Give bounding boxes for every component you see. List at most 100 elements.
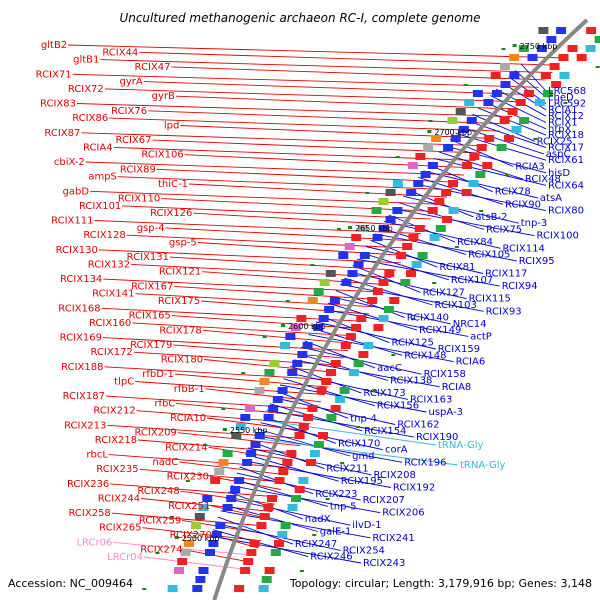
right-gene-label: RCIX208 xyxy=(374,470,416,481)
right-gene-label: RCIX149 xyxy=(419,325,461,336)
gene-block xyxy=(496,144,507,151)
left-gene-label: RCIX213 xyxy=(64,420,106,431)
feature-tick xyxy=(202,444,207,446)
blue-gene-arrow xyxy=(347,270,358,277)
gene-block xyxy=(222,450,233,457)
right-gene-label: RCIX173 xyxy=(363,388,405,399)
right-gene-label: RCIX81 xyxy=(439,262,475,273)
red-gene-arrow xyxy=(523,90,534,97)
blue-gene-arrow xyxy=(302,342,313,349)
right-gene-label: ilvD-1 xyxy=(352,520,381,531)
right-gene-label: hisD xyxy=(548,168,570,179)
leader-line-right xyxy=(257,428,351,457)
feature-tick xyxy=(479,210,484,212)
gene-block xyxy=(240,414,251,421)
right-gene-label: RCIX18 xyxy=(548,130,584,141)
gene-block xyxy=(338,252,349,259)
gene-block xyxy=(447,117,458,124)
left-gene-label: RCIX134 xyxy=(60,274,102,285)
gene-block xyxy=(475,171,486,178)
left-gene-label: RCIX248 xyxy=(137,486,179,497)
feature-tick xyxy=(285,300,290,302)
red-gene-arrow xyxy=(499,117,510,124)
left-gene-label: RCIX175 xyxy=(158,296,200,307)
gene-block xyxy=(245,405,255,412)
leader-line-right xyxy=(466,120,547,149)
left-gene-label: RCIX178 xyxy=(159,325,201,336)
leader-line-left xyxy=(85,161,464,176)
red-gene-arrow xyxy=(263,504,274,511)
leader-line-right xyxy=(484,101,547,130)
leader-line-left xyxy=(107,424,304,439)
gene-block xyxy=(559,72,570,79)
feature-tick xyxy=(356,426,360,428)
kbp-tick xyxy=(222,428,227,431)
blue-gene-arrow xyxy=(215,522,226,529)
red-gene-arrow xyxy=(378,279,389,286)
gene-block xyxy=(319,279,330,286)
leader-line-left xyxy=(139,51,560,66)
feature-tick xyxy=(454,246,459,248)
gene-block xyxy=(519,117,530,124)
right-gene-label: RCIX223 xyxy=(315,489,357,500)
gene-block xyxy=(504,135,514,142)
left-gene-label: RCIX214 xyxy=(165,442,207,453)
right-gene-label: tnp-5 xyxy=(330,501,357,512)
red-gene-arrow xyxy=(249,540,260,547)
red-gene-arrow xyxy=(246,549,257,556)
blue-gene-arrow xyxy=(246,450,257,457)
left-gene-label: RCIX101 xyxy=(79,201,121,212)
leader-line-right xyxy=(361,252,450,281)
blue-gene-arrow xyxy=(287,369,298,376)
leader-line-right xyxy=(335,290,405,319)
red-gene-arrow xyxy=(476,144,487,151)
blue-gene-arrow xyxy=(250,441,261,448)
blue-gene-arrow xyxy=(392,207,403,214)
blue-gene-arrow xyxy=(372,234,383,241)
red-gene-arrow xyxy=(274,477,285,484)
leader-line-right xyxy=(413,183,547,212)
left-gene-label: RCIX180 xyxy=(161,355,203,366)
right-gene-label: RCIX243 xyxy=(363,558,405,569)
feature-tick xyxy=(142,588,147,590)
feature-tick xyxy=(310,264,315,266)
right-gene-label: RCIX254 xyxy=(343,545,385,556)
red-gene-arrow xyxy=(267,495,277,502)
right-gene-label: RCIX241 xyxy=(372,533,414,544)
red-gene-arrow xyxy=(507,108,518,115)
red-gene-arrow xyxy=(384,270,395,277)
gene-block xyxy=(385,189,396,196)
blue-gene-arrow xyxy=(324,306,335,313)
gene-block xyxy=(406,270,416,277)
kbp-tick xyxy=(348,226,353,229)
right-gene-label: RCIX90 xyxy=(505,199,541,210)
right-gene-label: RCIX115 xyxy=(469,294,511,305)
right-gene-label: RCIX107 xyxy=(451,275,493,286)
leader-line-right xyxy=(217,516,294,545)
right-gene-label: RCIX95 xyxy=(519,256,555,267)
right-gene-label: aacC xyxy=(377,363,402,374)
gene-block xyxy=(214,468,225,475)
gene-block xyxy=(285,333,296,340)
gene-block xyxy=(576,54,587,61)
gene-block xyxy=(313,288,324,295)
right-gene-label: uspA-3 xyxy=(429,407,464,418)
leader-line-left xyxy=(117,176,453,191)
left-gene-label: gsp-5 xyxy=(169,238,197,249)
right-gene-label: RCIX148 xyxy=(404,350,446,361)
gene-block xyxy=(542,90,553,97)
left-gene-label: RCIX218 xyxy=(95,435,137,446)
right-gene-label: RCIX117 xyxy=(485,269,527,280)
gene-block xyxy=(423,144,434,151)
blue-gene-arrow xyxy=(385,216,396,223)
kbp-label: 2650 kbp xyxy=(355,224,393,233)
red-gene-arrow xyxy=(367,297,378,304)
left-gene-label: RCIX83 xyxy=(40,99,76,110)
red-gene-arrow xyxy=(256,522,267,529)
red-gene-arrow xyxy=(372,288,383,295)
left-gene-label: RCIX72 xyxy=(68,84,104,95)
leader-line-left xyxy=(100,59,553,74)
gene-block xyxy=(378,315,389,322)
gene-block xyxy=(280,522,291,529)
blue-gene-arrow xyxy=(527,54,538,61)
